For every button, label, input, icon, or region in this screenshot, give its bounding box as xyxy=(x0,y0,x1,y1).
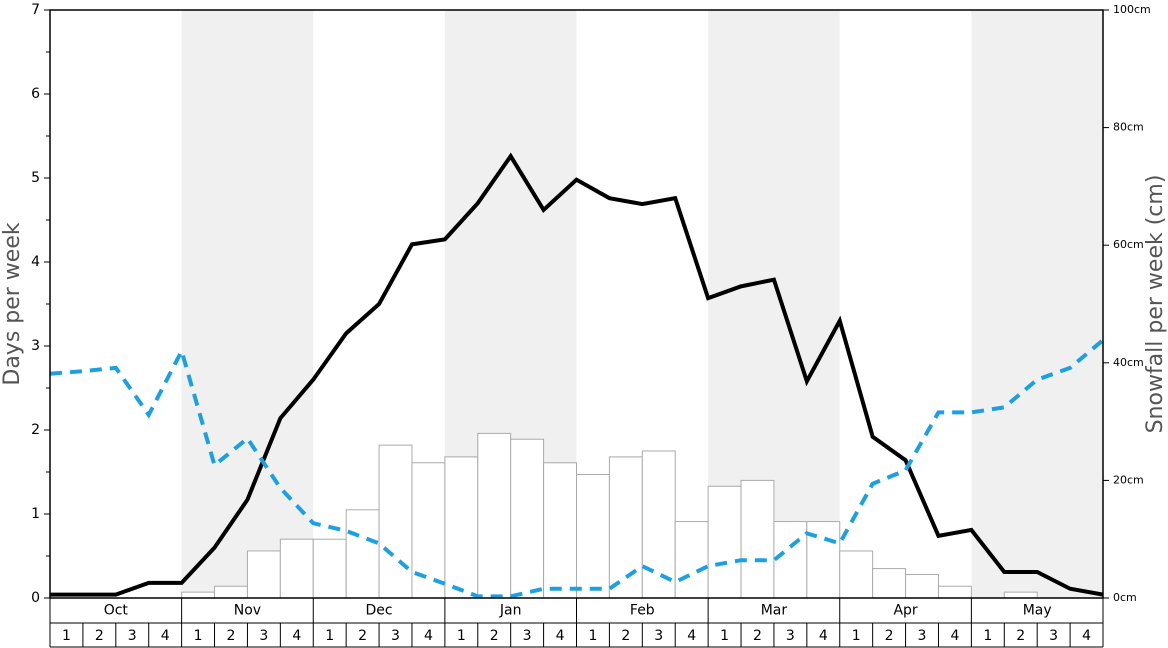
y2-tick-label: 60cm xyxy=(1113,238,1144,251)
y-tick-label: 3 xyxy=(31,338,40,354)
week-label: 2 xyxy=(490,628,499,644)
month-band xyxy=(971,10,1103,598)
week-label: 3 xyxy=(1049,628,1058,644)
bar xyxy=(214,585,248,599)
bar xyxy=(937,585,972,599)
bar xyxy=(740,479,775,599)
week-label: 3 xyxy=(128,628,137,644)
week-label: 4 xyxy=(424,628,433,644)
week-label: 4 xyxy=(950,628,959,644)
week-label: 4 xyxy=(819,628,828,644)
week-label: 3 xyxy=(918,628,927,644)
week-label: 1 xyxy=(720,628,729,644)
bar xyxy=(444,456,479,599)
bar xyxy=(279,538,314,599)
y-tick-label: 1 xyxy=(31,506,40,522)
month-label: Oct xyxy=(104,603,129,619)
y-tick-label: 0 xyxy=(31,590,40,606)
bar xyxy=(246,550,281,599)
week-label: 4 xyxy=(292,628,301,644)
week-label: 4 xyxy=(161,628,170,644)
week-label: 2 xyxy=(1016,628,1025,644)
week-label: 2 xyxy=(753,628,762,644)
month-label: Apr xyxy=(893,603,917,619)
bar xyxy=(839,550,874,599)
month-label: Dec xyxy=(366,603,393,619)
week-label: 4 xyxy=(687,628,696,644)
bar xyxy=(477,432,512,599)
month-band xyxy=(181,10,314,598)
week-label: 1 xyxy=(457,628,466,644)
week-label: 2 xyxy=(885,628,894,644)
bar xyxy=(411,462,446,599)
week-label: 1 xyxy=(325,628,334,644)
bar xyxy=(707,485,742,599)
bar xyxy=(345,509,380,599)
bar xyxy=(312,538,347,599)
month-label: Jan xyxy=(499,603,522,619)
week-label: 1 xyxy=(62,628,71,644)
week-label: 3 xyxy=(654,628,663,644)
week-label: 3 xyxy=(523,628,532,644)
month-label: Nov xyxy=(234,603,261,619)
week-label: 2 xyxy=(95,628,104,644)
y-tick-label: 5 xyxy=(31,170,40,186)
y-tick-label: 6 xyxy=(31,86,40,102)
y2-tick-label: 0cm xyxy=(1113,591,1137,604)
bar xyxy=(181,591,216,599)
y-axis-title: Days per week xyxy=(0,222,25,385)
bar xyxy=(674,521,709,599)
bar xyxy=(905,573,939,599)
bar xyxy=(641,450,676,599)
bar xyxy=(378,444,413,599)
month-label: May xyxy=(1023,603,1052,619)
y-tick-label: 2 xyxy=(31,422,40,438)
line xyxy=(50,152,1104,597)
week-label: 1 xyxy=(588,628,597,644)
week-label: 2 xyxy=(227,628,236,644)
week-label: 3 xyxy=(391,628,400,644)
week-label: 1 xyxy=(194,628,203,644)
week-label: 1 xyxy=(852,628,861,644)
week-label: 2 xyxy=(358,628,367,644)
bar xyxy=(576,474,610,599)
y-tick-label: 7 xyxy=(31,2,40,18)
y2-tick-label: 40cm xyxy=(1113,356,1144,369)
week-label: 1 xyxy=(983,628,992,644)
y2-axis-title: Snowfall per week (cm) xyxy=(1143,175,1168,434)
week-label: 3 xyxy=(259,628,268,644)
month-label: Feb xyxy=(630,603,655,619)
y2-tick-label: 100cm xyxy=(1113,3,1151,16)
week-label: 2 xyxy=(621,628,630,644)
line xyxy=(49,338,1105,599)
week-label: 4 xyxy=(1082,628,1091,644)
week-label: 3 xyxy=(786,628,795,644)
month-label: Mar xyxy=(761,603,788,619)
bar xyxy=(872,568,907,599)
y2-tick-label: 20cm xyxy=(1113,473,1144,486)
bar xyxy=(1003,591,1038,599)
week-label: 4 xyxy=(556,628,565,644)
bar xyxy=(543,462,577,599)
y-tick-label: 4 xyxy=(31,254,40,270)
y2-tick-label: 80cm xyxy=(1113,121,1144,134)
bar xyxy=(773,521,808,599)
bar xyxy=(608,456,643,599)
bar xyxy=(510,438,545,599)
